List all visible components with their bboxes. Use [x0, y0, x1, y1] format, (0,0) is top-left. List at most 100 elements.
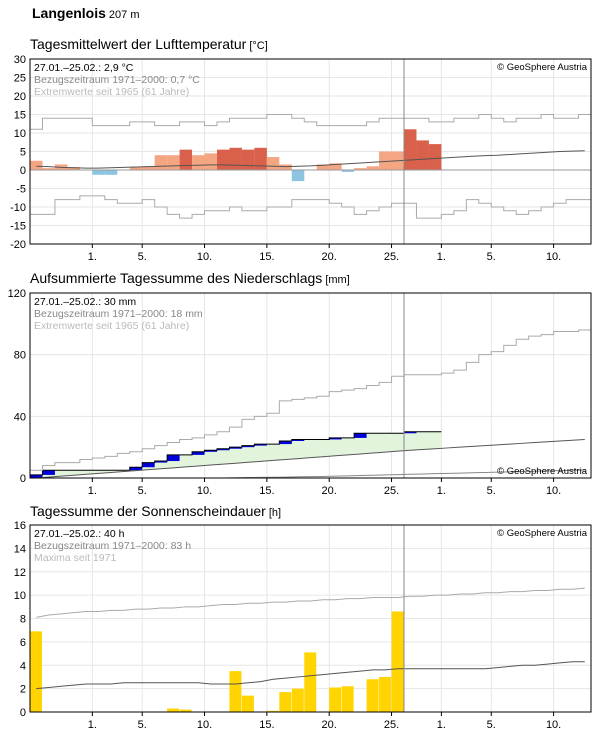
c2-xtick-label-0: 1.	[88, 719, 97, 730]
temperature-title: Tagesmittelwert der Lufttemperatur [°C]	[30, 36, 268, 52]
c2-bar-day-22	[291, 688, 304, 712]
c0-xtick-label-1: 5.	[138, 251, 147, 263]
c2-ytick-label-5: 10	[14, 590, 26, 602]
c0-xtick-label-6: 1.	[437, 251, 446, 263]
c0-bar-day-29	[379, 151, 392, 170]
precipitation-title: Aufsummierte Tagessumme des Niederschlag…	[30, 270, 350, 286]
c0-ytick-label-6: 10	[14, 128, 26, 140]
temperature-unit: [°C]	[249, 40, 268, 52]
c0-xtick-label-5: 25.	[384, 251, 399, 263]
c2-bar-day-25	[329, 687, 342, 712]
c2-ytick-label-0: 0	[20, 707, 26, 719]
c2-bar-day-30	[391, 611, 404, 712]
c1-xtick-label-5: 25.	[384, 485, 399, 497]
c0-plot-frame	[29, 58, 592, 245]
c2-info-line-1: Bezugszeitraum 1971–2000: 83 h	[34, 540, 191, 552]
c1-xtick-label-1: 5.	[138, 485, 147, 497]
c0-bar-day-27	[354, 168, 367, 170]
c1-xtick-label-0: 1.	[88, 485, 97, 497]
c0-bar-day-19	[254, 147, 267, 170]
c0-bar-day-2	[42, 168, 55, 170]
c2-bar-day-28	[366, 679, 379, 712]
c0-xtick-label-7: 5.	[487, 251, 496, 263]
c1-daily-increment-25	[329, 437, 342, 440]
c0-ytick-label-10: 30	[14, 54, 26, 66]
c1-daily-increment-16	[217, 448, 230, 451]
station-name: Langenlois	[32, 5, 106, 21]
c1-info-line-2: Extremwerte seit 1965 (61 Jahre)	[34, 320, 189, 332]
c2-info-line-0: 27.01.–25.02.: 40 h	[34, 528, 125, 540]
c1-ytick-label-0: 0	[20, 473, 26, 485]
c2-reference-mean-line	[36, 661, 585, 690]
c2-ytick-label-3: 6	[20, 637, 26, 649]
c0-ytick-label-7: 15	[14, 110, 26, 122]
c0-xtick-label-3: 15.	[259, 251, 274, 263]
c0-bar-day-33	[428, 144, 442, 170]
c1-daily-increment-2	[42, 470, 55, 475]
c0-bar-day-12	[167, 155, 180, 170]
c0-reference-mean-line	[36, 150, 585, 169]
c0-bar-day-7	[104, 170, 118, 175]
c0-bar-day-10	[142, 166, 155, 170]
c2-plot-frame	[29, 524, 592, 713]
c2-bar-day-20	[266, 710, 279, 712]
precipitation-title-text: Aufsummierte Tagessumme des Niederschlag…	[30, 270, 323, 286]
c0-bar-day-14	[192, 155, 205, 170]
precipitation-chart: 0 40 80 120 1. 5. 10. 15. 20. 25. 1. 5. 10. 27.01.–25…	[8, 288, 592, 497]
c1-daily-increment-21	[279, 441, 292, 445]
c1-daily-increment-27	[354, 433, 367, 438]
station-header: Langenlois 207 m	[32, 5, 139, 21]
c2-bar-day-12	[167, 708, 180, 712]
c2-xtick-label-6: 1.	[437, 719, 446, 730]
c1-daily-increment-15	[204, 450, 217, 452]
c0-xtick-label-8: 10.	[546, 251, 561, 263]
c1-daily-increment-12	[167, 454, 180, 462]
c0-ytick-label-0: -20	[10, 239, 26, 251]
c0-bar-day-32	[416, 140, 429, 170]
c1-ytick-label-3: 120	[8, 288, 26, 300]
c0-bar-day-18	[241, 149, 255, 170]
c0-bar-day-11	[154, 155, 168, 170]
c0-bar-day-26	[341, 170, 355, 172]
c1-ytick-label-2: 80	[14, 350, 26, 362]
c0-ytick-label-4: 0	[20, 165, 26, 177]
c0-bar-day-15	[204, 153, 217, 170]
c2-bar-day-1	[30, 631, 42, 712]
precipitation-unit: [mm]	[325, 274, 350, 286]
sunshine-unit: [h]	[268, 507, 282, 519]
c0-bar-day-20	[266, 157, 280, 170]
c0-xtick-label-2: 10.	[197, 251, 212, 263]
c1-ytick-label-1: 40	[14, 411, 26, 423]
c0-xtick-label-4: 20.	[322, 251, 337, 263]
c0-bar-day-21	[279, 164, 292, 170]
c1-daily-increment-31	[404, 431, 417, 434]
c2-ytick-label-2: 4	[20, 660, 26, 672]
c1-daily-increment-11	[154, 461, 168, 463]
c0-ytick-label-9: 25	[14, 73, 26, 85]
c1-copyright: © GeoSphere Austria	[497, 466, 588, 477]
c0-copyright: © GeoSphere Austria	[497, 62, 588, 73]
c2-xtick-label-7: 5.	[487, 719, 496, 730]
c2-xtick-label-8: 10.	[546, 719, 561, 730]
c0-ytick-label-5: 5	[20, 147, 26, 159]
c2-bar-day-17	[229, 671, 242, 712]
c0-bar-day-22	[291, 170, 305, 182]
c2-ytick-label-8: 16	[14, 520, 26, 532]
c1-reference-cum-line	[36, 438, 585, 479]
c2-maxima-line	[36, 587, 585, 618]
c1-xtick-label-2: 10.	[197, 485, 212, 497]
c1-cumulative-line	[30, 431, 442, 476]
station-elevation: 207 m	[108, 9, 140, 21]
c1-daily-increment-10	[142, 462, 155, 468]
c2-bar-day-29	[379, 676, 392, 712]
c0-info-line-1: Bezugszeitraum 1971–2000: 0,7 °C	[34, 74, 200, 86]
c1-info-line-1: Bezugszeitraum 1971–2000: 18 mm	[34, 308, 203, 320]
c2-ytick-label-4: 8	[20, 614, 26, 626]
c2-copyright: © GeoSphere Austria	[497, 528, 588, 539]
c0-extreme-min-line	[30, 195, 591, 219]
c0-bar-day-13	[179, 149, 193, 170]
c2-xtick-label-1: 5.	[138, 719, 147, 730]
c1-daily-increment-19	[254, 444, 267, 446]
c1-daily-increment-9	[129, 467, 143, 471]
c0-info-line-2: Extremwerte seit 1965 (61 Jahre)	[34, 86, 189, 98]
